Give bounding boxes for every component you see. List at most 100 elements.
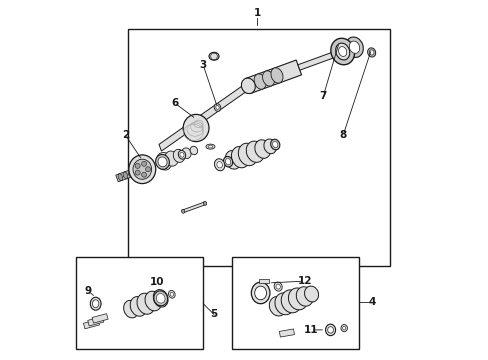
Text: 1: 1	[253, 8, 260, 18]
Ellipse shape	[123, 172, 127, 179]
Ellipse shape	[137, 293, 154, 314]
Ellipse shape	[156, 293, 165, 303]
Ellipse shape	[330, 38, 354, 65]
Ellipse shape	[215, 105, 219, 109]
Bar	[258, 279, 268, 283]
Ellipse shape	[225, 158, 230, 165]
Ellipse shape	[345, 37, 363, 58]
Text: 12: 12	[297, 276, 311, 286]
Text: 3: 3	[199, 60, 206, 70]
Ellipse shape	[133, 168, 138, 175]
Ellipse shape	[348, 41, 359, 53]
Ellipse shape	[281, 290, 301, 313]
Circle shape	[135, 163, 140, 168]
Polygon shape	[116, 166, 143, 182]
Ellipse shape	[272, 141, 277, 148]
Ellipse shape	[270, 139, 279, 150]
Ellipse shape	[223, 156, 232, 167]
Text: 2: 2	[122, 130, 129, 140]
Ellipse shape	[304, 286, 318, 302]
Text: 10: 10	[149, 277, 163, 287]
Ellipse shape	[168, 291, 175, 298]
Ellipse shape	[183, 114, 208, 141]
Circle shape	[135, 170, 140, 175]
Ellipse shape	[158, 157, 167, 167]
Ellipse shape	[155, 154, 169, 169]
Ellipse shape	[182, 148, 191, 158]
Ellipse shape	[251, 282, 269, 304]
Ellipse shape	[180, 152, 183, 157]
Ellipse shape	[214, 104, 221, 111]
Ellipse shape	[205, 144, 214, 149]
Ellipse shape	[90, 297, 101, 310]
Ellipse shape	[138, 166, 142, 173]
Bar	[76, 257, 203, 348]
Ellipse shape	[254, 286, 266, 300]
Text: 4: 4	[367, 297, 375, 307]
Ellipse shape	[288, 288, 307, 310]
Ellipse shape	[118, 174, 122, 181]
Ellipse shape	[238, 143, 257, 166]
Ellipse shape	[275, 284, 280, 289]
Ellipse shape	[178, 150, 185, 159]
Ellipse shape	[92, 300, 99, 308]
Ellipse shape	[128, 170, 133, 177]
Ellipse shape	[367, 48, 375, 57]
Ellipse shape	[224, 150, 241, 169]
Ellipse shape	[154, 291, 167, 306]
Bar	[92, 314, 108, 323]
Ellipse shape	[335, 43, 349, 60]
Text: 7: 7	[319, 91, 326, 101]
Ellipse shape	[327, 327, 333, 333]
Circle shape	[145, 167, 150, 172]
Ellipse shape	[274, 282, 282, 291]
Ellipse shape	[342, 326, 345, 330]
Text: 9: 9	[85, 286, 92, 296]
Ellipse shape	[208, 145, 212, 148]
Ellipse shape	[338, 46, 346, 57]
Ellipse shape	[208, 52, 219, 60]
Ellipse shape	[128, 155, 155, 184]
Ellipse shape	[325, 324, 335, 336]
Ellipse shape	[203, 201, 206, 205]
Ellipse shape	[296, 287, 313, 306]
Ellipse shape	[173, 149, 184, 162]
Ellipse shape	[217, 162, 222, 168]
Polygon shape	[159, 82, 249, 151]
Ellipse shape	[190, 146, 197, 155]
Ellipse shape	[130, 297, 146, 316]
Text: 11: 11	[303, 325, 317, 335]
Bar	[279, 329, 294, 337]
Ellipse shape	[241, 78, 255, 94]
Bar	[231, 257, 359, 348]
Polygon shape	[297, 50, 340, 70]
Ellipse shape	[123, 300, 138, 318]
Ellipse shape	[133, 159, 151, 179]
Ellipse shape	[164, 151, 178, 166]
Ellipse shape	[270, 68, 283, 83]
Circle shape	[141, 172, 146, 177]
Ellipse shape	[170, 292, 173, 296]
Bar	[128, 30, 389, 266]
Ellipse shape	[262, 71, 274, 86]
Polygon shape	[183, 202, 205, 213]
Ellipse shape	[254, 140, 270, 158]
Ellipse shape	[181, 210, 184, 213]
Ellipse shape	[274, 293, 294, 315]
Bar	[87, 316, 103, 326]
Ellipse shape	[214, 159, 224, 171]
Text: 8: 8	[339, 130, 346, 140]
Text: 6: 6	[171, 98, 178, 108]
Ellipse shape	[368, 50, 373, 55]
Polygon shape	[245, 60, 301, 93]
Text: 5: 5	[210, 310, 217, 319]
Ellipse shape	[264, 139, 276, 154]
Ellipse shape	[246, 141, 264, 162]
Ellipse shape	[153, 289, 168, 307]
Bar	[83, 319, 99, 329]
Ellipse shape	[156, 152, 172, 170]
Ellipse shape	[254, 74, 265, 89]
Ellipse shape	[145, 291, 161, 311]
Circle shape	[141, 161, 146, 166]
Ellipse shape	[231, 147, 249, 168]
